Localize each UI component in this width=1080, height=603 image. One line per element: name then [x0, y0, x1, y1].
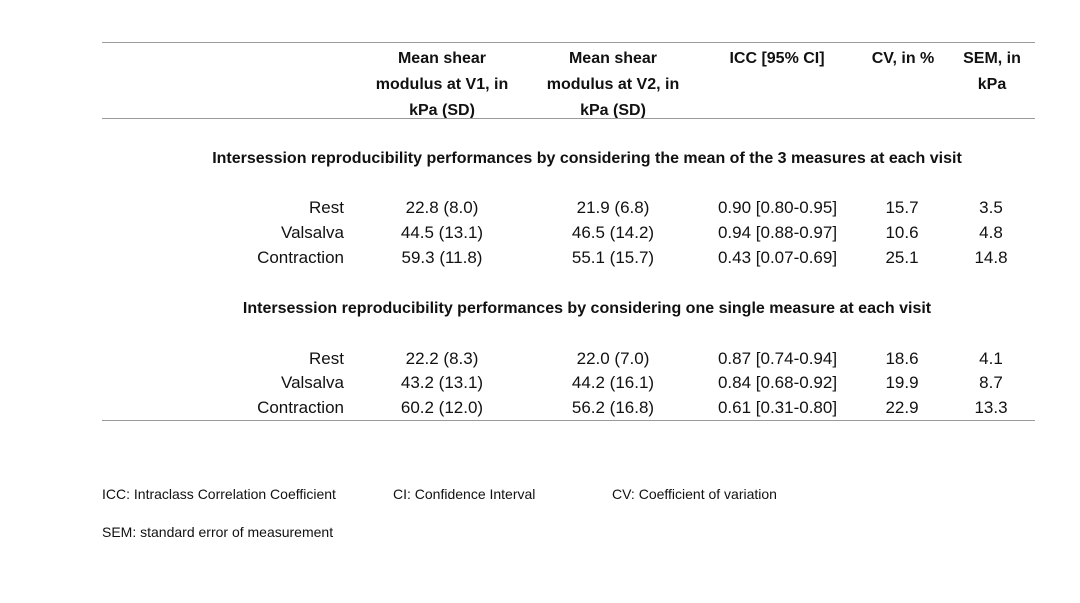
row-label: Contraction — [257, 398, 344, 417]
header-sem-line: kPa — [977, 76, 1007, 93]
cell-v1: 22.2 (8.3) — [405, 349, 479, 368]
cell-sem: 14.8 — [974, 248, 1008, 267]
cell-v1: 59.3 (11.8) — [401, 248, 483, 267]
table-bottom-rule — [102, 420, 1035, 421]
cell-sem: 4.8 — [979, 223, 1003, 242]
cell-sem: 13.3 — [974, 398, 1008, 417]
cell-icc: 0.61 [0.31-0.80] — [717, 398, 838, 417]
cell-sem: 8.7 — [979, 373, 1003, 392]
cell-v1: 22.8 (8.0) — [405, 198, 479, 217]
header-bottom-rule — [102, 118, 1035, 119]
cell-sem: 3.5 — [979, 198, 1003, 217]
table-row: Rest 22.8 (8.0) 21.9 (6.8) 0.90 [0.80-0.… — [0, 196, 1080, 220]
header-v2: Mean shear modulus at V2, in kPa (SD) — [533, 46, 693, 124]
header-cv: CV, in % — [858, 46, 948, 72]
header-sem: SEM, in kPa — [950, 46, 1034, 98]
row-label: Contraction — [257, 248, 344, 267]
section-title: Intersession reproducibility performance… — [242, 300, 932, 317]
cell-cv: 25.1 — [885, 248, 919, 267]
header-cv-line: CV, in % — [871, 50, 935, 67]
table-row: Contraction 60.2 (12.0) 56.2 (16.8) 0.61… — [0, 396, 1080, 420]
table-row: Contraction 59.3 (11.8) 55.1 (15.7) 0.43… — [0, 246, 1080, 270]
row-label: Valsalva — [281, 373, 344, 392]
header-icc-line: ICC [95% CI] — [729, 50, 825, 67]
header-v1: Mean shear modulus at V1, in kPa (SD) — [362, 46, 522, 124]
header-sem-line: SEM, in — [963, 50, 1021, 67]
footnote-ci: CI: Confidence Interval — [393, 486, 536, 502]
cell-v2: 44.2 (16.1) — [571, 373, 655, 392]
cell-v1: 44.5 (13.1) — [400, 223, 484, 242]
cell-icc: 0.87 [0.74-0.94] — [717, 349, 838, 368]
cell-v2: 56.2 (16.8) — [571, 398, 655, 417]
cell-icc: 0.90 [0.80-0.95] — [717, 198, 838, 217]
header-v1-line: modulus at V1, in — [375, 76, 509, 93]
cell-cv: 10.6 — [885, 223, 919, 242]
table-row: Rest 22.2 (8.3) 22.0 (7.0) 0.87 [0.74-0.… — [0, 347, 1080, 371]
cell-v2: 21.9 (6.8) — [576, 198, 650, 217]
cell-icc: 0.94 [0.88-0.97] — [717, 223, 838, 242]
footnote-cv: CV: Coefficient of variation — [612, 486, 777, 502]
table-top-rule — [102, 42, 1035, 43]
row-label: Rest — [309, 198, 344, 217]
cell-v1: 60.2 (12.0) — [400, 398, 484, 417]
row-label: Valsalva — [281, 223, 344, 242]
cell-v2: 22.0 (7.0) — [576, 349, 650, 368]
footnote-sem: SEM: standard error of measurement — [102, 524, 334, 540]
table-row: Valsalva 43.2 (13.1) 44.2 (16.1) 0.84 [0… — [0, 371, 1080, 395]
header-v2-line: modulus at V2, in — [546, 76, 680, 93]
cell-sem: 4.1 — [979, 349, 1003, 368]
header-v2-line: Mean shear — [568, 50, 658, 67]
cell-cv: 15.7 — [885, 198, 919, 217]
cell-v2: 55.1 (15.7) — [571, 248, 655, 267]
header-icc: ICC [95% CI] — [702, 46, 852, 72]
cell-cv: 19.9 — [885, 373, 919, 392]
cell-cv: 22.9 — [885, 398, 919, 417]
section-title: Intersession reproducibility performance… — [212, 150, 962, 167]
header-v2-line: kPa (SD) — [580, 102, 646, 119]
cell-cv: 18.6 — [885, 349, 919, 368]
header-v1-line: kPa (SD) — [409, 102, 475, 119]
cell-icc: 0.84 [0.68-0.92] — [717, 373, 838, 392]
footnote-icc: ICC: Intraclass Correlation Coefficient — [102, 486, 336, 502]
cell-v1: 43.2 (13.1) — [400, 373, 484, 392]
row-label: Rest — [309, 349, 344, 368]
header-v1-line: Mean shear — [397, 50, 487, 67]
cell-icc: 0.43 [0.07-0.69] — [717, 248, 838, 267]
table-row: Valsalva 44.5 (13.1) 46.5 (14.2) 0.94 [0… — [0, 221, 1080, 245]
cell-v2: 46.5 (14.2) — [571, 223, 655, 242]
